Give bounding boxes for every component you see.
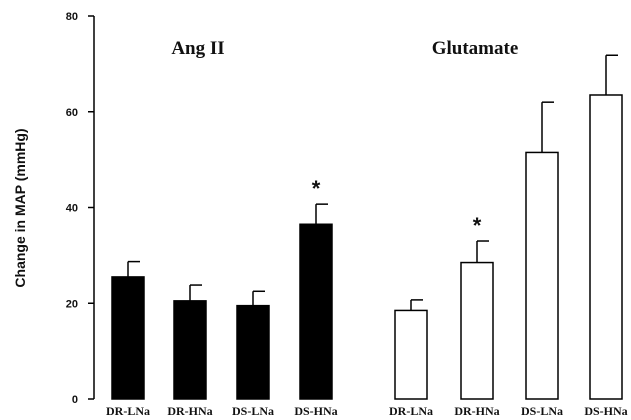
bar — [111, 276, 145, 400]
category-label: DR-LNa — [106, 404, 150, 418]
category-label: DS-LNa — [521, 404, 563, 418]
category-label: DR-HNa — [454, 404, 499, 418]
category-label: DS-HNa — [584, 404, 627, 418]
y-tick-label: 0 — [72, 394, 78, 406]
bar-group: Ang II DR-LNa DR-HNa DS-LNa DS-HNa * — [106, 38, 338, 418]
bar — [394, 309, 428, 400]
y-axis-title: Change in MAP (mmHg) — [12, 128, 28, 287]
significance-marker: * — [312, 176, 321, 201]
category-label: DS-HNa — [294, 404, 337, 418]
y-tick-label: 40 — [66, 203, 78, 215]
bar — [460, 261, 494, 400]
bar — [299, 223, 333, 400]
group-title: Glutamate — [432, 38, 519, 59]
y-tick-label: 20 — [66, 298, 78, 310]
y-tick-label: 60 — [66, 107, 78, 119]
bar — [525, 151, 559, 400]
bar — [173, 300, 207, 400]
y-tick-label: 80 — [66, 11, 78, 23]
bar-group: Glutamate DR-LNa DR-HNa * DS-LNa DS-HNa — [389, 38, 628, 418]
bar — [589, 94, 623, 400]
bar — [236, 304, 270, 400]
significance-marker: * — [473, 213, 482, 238]
category-label: DR-LNa — [389, 404, 433, 418]
category-label: DR-HNa — [167, 404, 212, 418]
y-axis-ticks: 0 20 40 60 80 — [66, 11, 94, 406]
category-label: DS-LNa — [232, 404, 274, 418]
group-title: Ang II — [171, 38, 224, 59]
